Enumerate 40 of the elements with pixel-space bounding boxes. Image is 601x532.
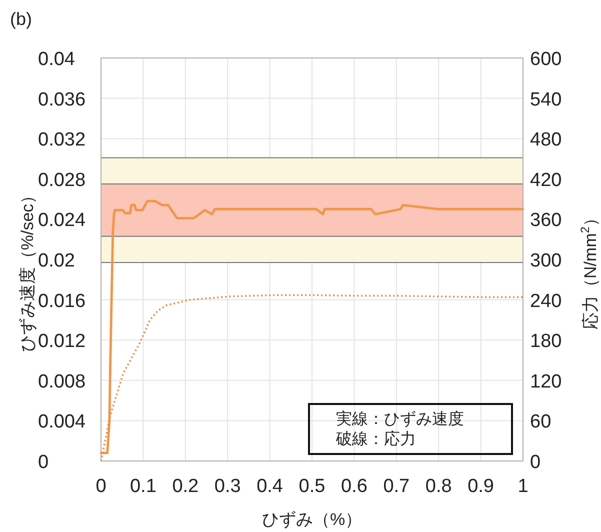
y-tick-label: 0.008: [38, 371, 86, 392]
y-tick-label: 0.04: [38, 49, 76, 70]
y-tick-label: 0.032: [38, 130, 86, 151]
x-tick-label: 0.4: [256, 476, 284, 497]
x-tick-label: 0: [96, 476, 106, 497]
x-tick-label: 0.1: [130, 476, 156, 497]
y-tick-label: 0.02: [38, 250, 75, 272]
annotation: 実線：ひずみ速度: [336, 410, 464, 428]
line-series: [100, 294, 524, 462]
x-tick-label: 0.2: [172, 476, 199, 497]
x-tick-label: 0.6: [340, 476, 368, 497]
y2-tick-label: 60: [530, 412, 552, 433]
y-tick-label: 0.016: [38, 290, 86, 312]
line-series: [100, 200, 524, 454]
y2-tick-label: 360: [530, 210, 562, 232]
x-axis-title: ひずみ（%）: [262, 510, 362, 529]
chart-title: (b): [10, 9, 32, 29]
y2-tick-label: 180: [530, 331, 562, 352]
y-tick-label: 0: [38, 452, 49, 473]
x-tick-label: 0.3: [214, 476, 241, 497]
y2-tick-label: 240: [530, 290, 562, 312]
x-tick-label: 1: [518, 476, 528, 497]
y2-tick-label: 300: [530, 250, 562, 272]
y-tick-label: 0.024: [38, 210, 86, 232]
x-tick-label: 0.5: [298, 476, 326, 497]
x-tick-label: 0.7: [383, 476, 410, 497]
y2-tick-label: 600: [530, 49, 562, 70]
annotation: 破線：応力: [335, 430, 416, 448]
y2-tick-label: 0: [530, 452, 541, 473]
y-axis-title: ひずみ速度（%/sec）: [18, 186, 37, 352]
y-tick-label: 0.012: [38, 331, 86, 352]
x-tick-label: 0.8: [425, 476, 452, 497]
y2-tick-label: 120: [530, 371, 562, 392]
y2-tick-label: 540: [530, 89, 562, 110]
y-tick-label: 0.004: [38, 412, 86, 433]
y2-tick-label: 420: [530, 170, 562, 191]
x-tick-label: 0.9: [468, 476, 494, 497]
y-tick-label: 0.036: [38, 89, 86, 110]
y2-tick-label: 480: [530, 130, 562, 151]
y-tick-label: 0.028: [38, 170, 86, 191]
